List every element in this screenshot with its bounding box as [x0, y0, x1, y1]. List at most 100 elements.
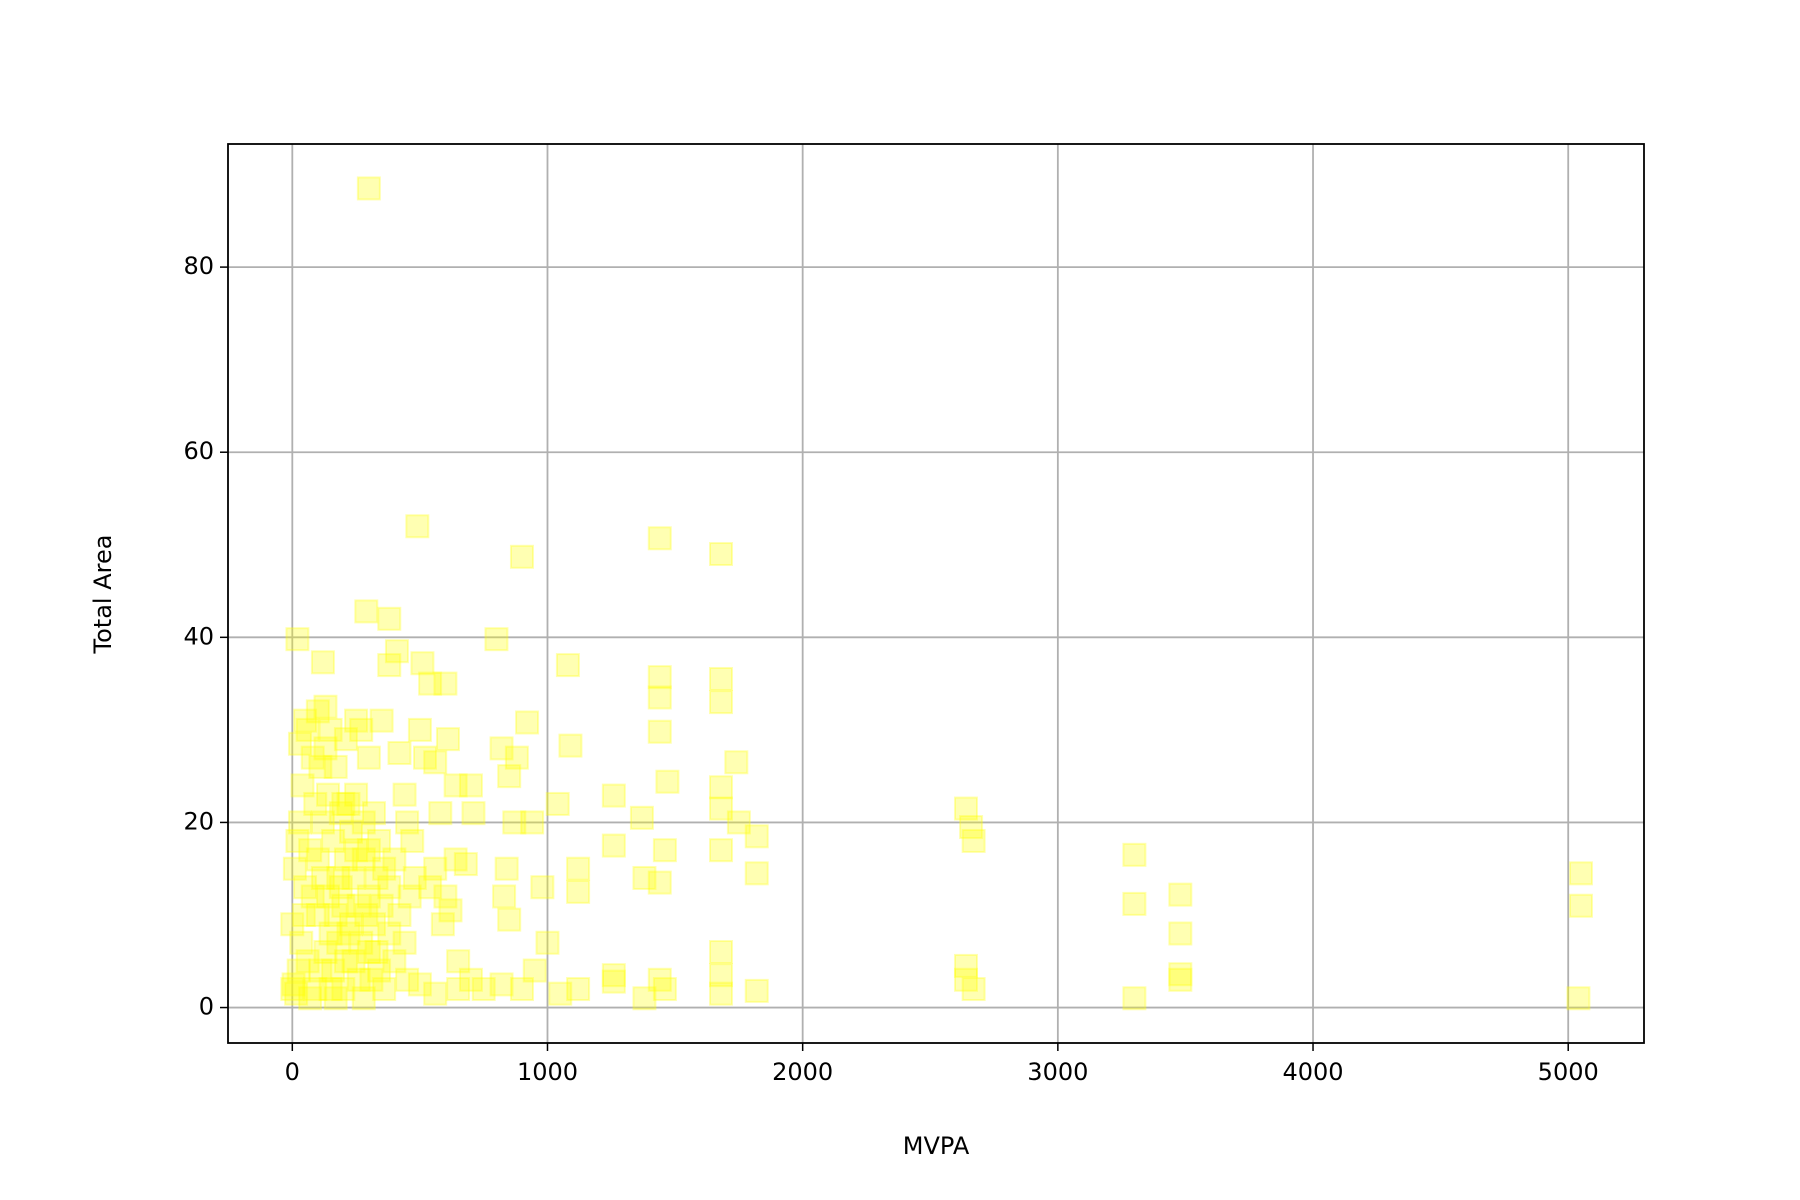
point	[280, 977, 305, 1002]
point	[652, 838, 677, 863]
point	[652, 977, 677, 1002]
point	[349, 717, 374, 742]
point	[382, 847, 407, 872]
point	[744, 978, 769, 1003]
point	[647, 967, 672, 992]
point	[295, 949, 320, 974]
point	[338, 912, 363, 937]
point	[336, 791, 361, 816]
point	[356, 176, 381, 201]
point	[344, 782, 369, 807]
point	[310, 650, 335, 675]
point	[351, 986, 376, 1011]
point	[555, 653, 580, 678]
point	[369, 708, 394, 733]
point	[333, 949, 358, 974]
point	[407, 717, 432, 742]
point	[295, 717, 320, 742]
point	[377, 653, 402, 678]
point	[489, 736, 514, 761]
point	[566, 977, 591, 1002]
point	[461, 801, 486, 826]
point	[709, 666, 734, 691]
point	[395, 967, 420, 992]
point	[629, 805, 654, 830]
point	[305, 847, 330, 872]
point	[326, 865, 351, 890]
point	[435, 727, 460, 752]
point	[333, 847, 358, 872]
point	[647, 870, 672, 895]
point	[655, 769, 680, 794]
point	[509, 544, 534, 569]
point	[443, 773, 468, 798]
point	[430, 912, 455, 937]
point	[1568, 893, 1593, 918]
point	[313, 940, 338, 965]
point	[953, 967, 978, 992]
point	[412, 745, 437, 770]
point	[300, 884, 325, 909]
point	[338, 819, 363, 844]
y-tick-label: 20	[183, 807, 214, 835]
point	[328, 801, 353, 826]
point	[423, 981, 448, 1006]
point	[286, 958, 311, 983]
point	[647, 665, 672, 690]
x-tick-label: 5000	[1538, 1058, 1599, 1086]
point	[323, 902, 348, 927]
point	[709, 796, 734, 821]
point	[744, 861, 769, 886]
point	[364, 940, 389, 965]
point	[502, 810, 527, 835]
point	[1122, 891, 1147, 916]
point	[331, 977, 356, 1002]
point	[1568, 861, 1593, 886]
point	[1122, 842, 1147, 867]
point	[298, 986, 323, 1011]
point	[709, 981, 734, 1006]
point	[341, 865, 366, 890]
point	[377, 606, 402, 631]
point	[356, 884, 381, 909]
y-tick-label: 0	[199, 993, 214, 1021]
point	[284, 981, 309, 1006]
x-tick-label: 1000	[517, 1058, 578, 1086]
point	[471, 977, 496, 1002]
point	[326, 930, 351, 955]
point	[1168, 882, 1193, 907]
point	[709, 775, 734, 800]
point	[321, 958, 346, 983]
point	[344, 838, 369, 863]
point	[504, 745, 529, 770]
point	[367, 828, 392, 853]
plot-frame	[227, 143, 1645, 1044]
point	[423, 856, 448, 881]
y-axis-label: Total Area	[89, 535, 117, 655]
point	[318, 977, 343, 1002]
point	[290, 773, 315, 798]
point	[300, 745, 325, 770]
point	[566, 879, 591, 904]
point	[328, 875, 353, 900]
point	[601, 963, 626, 988]
point	[647, 719, 672, 744]
point	[402, 865, 427, 890]
point	[407, 972, 432, 997]
x-tick-label: 3000	[1027, 1058, 1088, 1086]
point	[331, 893, 356, 918]
point	[346, 893, 371, 918]
point	[647, 526, 672, 551]
point	[726, 810, 751, 835]
point	[351, 810, 376, 835]
point	[1168, 967, 1193, 992]
point	[361, 912, 386, 937]
point	[961, 977, 986, 1002]
point	[351, 847, 376, 872]
point	[418, 671, 443, 696]
point	[709, 963, 734, 988]
point	[458, 967, 483, 992]
point	[305, 699, 330, 724]
point	[359, 967, 384, 992]
